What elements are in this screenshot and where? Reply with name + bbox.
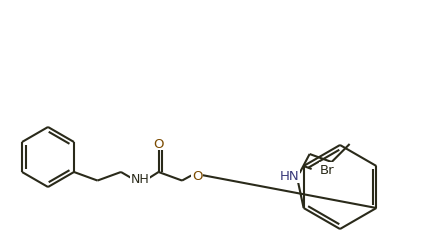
- Text: Br: Br: [319, 163, 334, 176]
- Text: O: O: [154, 137, 164, 150]
- Text: HN: HN: [280, 170, 299, 183]
- Text: O: O: [192, 169, 203, 182]
- Text: NH: NH: [130, 173, 149, 186]
